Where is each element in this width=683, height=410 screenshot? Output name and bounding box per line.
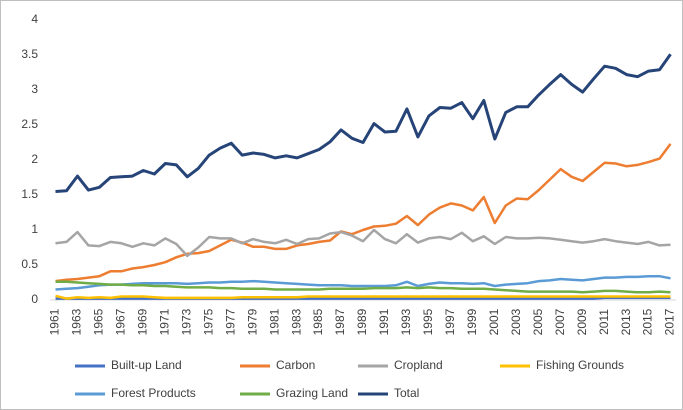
y-tick-label: 3 [31, 82, 38, 96]
x-tick-label: 2005 [531, 308, 545, 335]
y-tick-label: 2 [31, 152, 38, 166]
y-tick-label: 1 [31, 222, 38, 236]
legend-label: Built-up Land [111, 358, 182, 372]
x-tick-label: 2015 [641, 308, 655, 335]
x-tick-label: 1961 [48, 308, 62, 335]
x-tick-label: 1991 [377, 308, 391, 335]
y-tick-label: 1.5 [21, 187, 38, 201]
legend-label: Fishing Grounds [536, 358, 624, 372]
x-tick-label: 1973 [179, 308, 193, 335]
series-line [55, 143, 672, 283]
y-tick-label: 4 [31, 12, 38, 26]
legend-label: Total [394, 386, 419, 400]
x-tick-label: 2011 [597, 309, 611, 335]
x-tick-label: 1995 [421, 308, 435, 335]
x-tick-label: 1963 [70, 308, 84, 335]
x-tick-label: 1981 [267, 308, 281, 335]
x-tick-label: 2009 [575, 308, 589, 335]
legend-label: Grazing Land [276, 386, 348, 400]
x-tick-label: 1989 [355, 308, 369, 335]
x-tick-label: 1967 [114, 308, 128, 335]
y-tick-label: 0.5 [21, 257, 38, 271]
series-line [55, 280, 671, 294]
y-tick-label: 2.5 [21, 117, 38, 131]
x-tick-label: 1969 [136, 308, 150, 335]
x-tick-label: 1975 [201, 308, 215, 335]
legend-label: Cropland [394, 358, 443, 372]
x-tick-label: 1985 [311, 308, 325, 335]
series-line [55, 294, 671, 300]
x-tick-label: 1997 [443, 308, 457, 335]
x-tick-label: 1993 [399, 308, 413, 335]
y-tick-label: 3.5 [21, 47, 38, 61]
x-tick-label: 2001 [487, 308, 501, 335]
x-tick-label: 1977 [223, 308, 237, 335]
x-tick-label: 1983 [289, 308, 303, 335]
series-line [55, 228, 671, 258]
x-tick-label: 2013 [619, 308, 633, 335]
x-tick-label: 2007 [553, 308, 567, 335]
legend-label: Forest Products [111, 386, 196, 400]
y-tick-label: 0 [31, 292, 38, 306]
x-tick-label: 2017 [663, 308, 677, 335]
series-line [55, 53, 672, 193]
x-tick-label: 1965 [92, 308, 106, 335]
series-line [55, 274, 671, 291]
x-tick-label: 2003 [509, 308, 523, 335]
x-tick-label: 1979 [245, 308, 259, 335]
legend-label: Carbon [276, 358, 315, 372]
x-tick-label: 1987 [333, 308, 347, 335]
x-tick-label: 1971 [157, 308, 171, 335]
x-tick-label: 1999 [465, 308, 479, 335]
